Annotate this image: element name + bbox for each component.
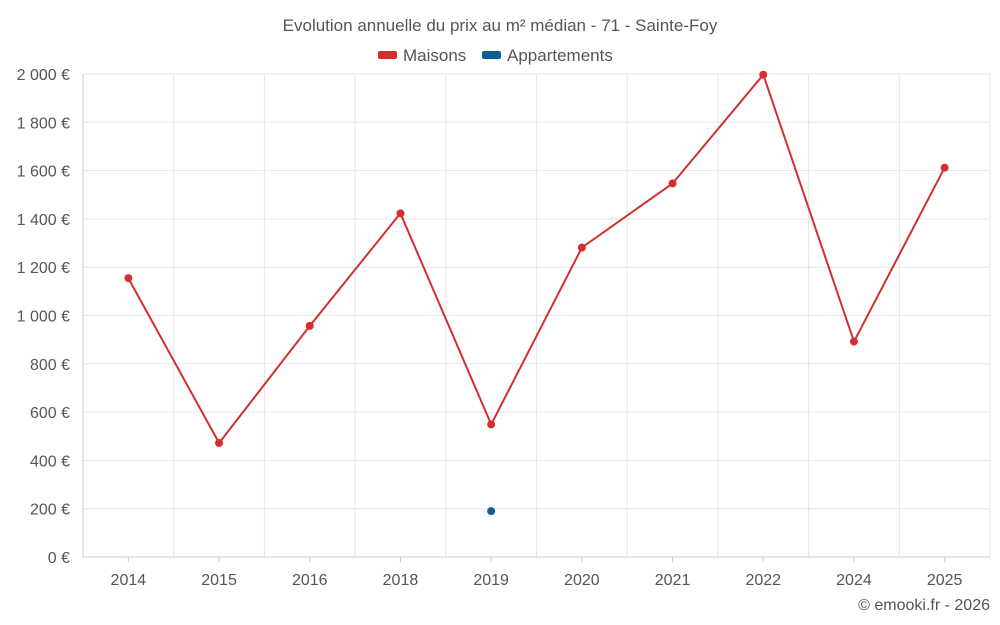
data-point-maisons[interactable] [215,439,224,448]
x-tick-label: 2016 [292,572,328,589]
data-point-maisons[interactable] [487,420,496,429]
legend-swatch-appartements [482,51,501,59]
x-tick-label: 2021 [655,572,691,589]
y-tick-label: 0 € [48,550,70,567]
data-point-maisons[interactable] [759,70,768,79]
series-layer [124,70,949,516]
x-tick-label: 2025 [927,572,963,589]
legend-swatch-maisons [378,51,397,59]
x-tick-label: 2018 [383,572,419,589]
x-tick-label: 2022 [745,572,781,589]
y-tick-label: 600 € [30,405,70,422]
data-point-maisons[interactable] [305,321,314,330]
y-tick-label: 200 € [30,502,70,519]
legend-label-appartements: Appartements [507,46,613,65]
gridlines [82,73,991,558]
chart-title: Evolution annuelle du prix au m² médian … [283,16,718,35]
data-point-maisons[interactable] [124,274,133,283]
y-tick-label: 1 800 € [17,115,70,132]
legend: Maisons Appartements [378,46,613,65]
data-point-appartements[interactable] [487,507,496,516]
y-tick-label: 1 200 € [17,260,70,277]
y-tick-label: 800 € [30,357,70,374]
series-line-maisons [127,73,946,444]
y-tick-label: 1 600 € [17,164,70,181]
y-tick-label: 1 400 € [17,212,70,229]
legend-label-maisons: Maisons [403,46,466,65]
x-tick-label: 2015 [201,572,237,589]
data-point-maisons[interactable] [396,209,405,218]
credit-text: © emooki.fr - 2026 [858,597,990,614]
legend-item-maisons[interactable]: Maisons [378,46,466,65]
legend-item-appartements[interactable]: Appartements [482,46,613,65]
y-tick-label: 2 000 € [17,67,70,84]
x-axis-ticks: 2014 2015 2016 2018 2019 2020 2021 2022 2024 2025 [111,557,963,589]
x-tick-label: 2014 [111,572,147,589]
y-axis-ticks: 0 € 200 € 400 € 600 € 800 € 1 000 € 1 200 € 1 4… [17,67,70,567]
y-tick-label: 1 000 € [17,309,70,326]
data-point-maisons[interactable] [577,243,586,252]
data-point-maisons[interactable] [940,163,949,172]
x-tick-label: 2024 [836,572,872,589]
x-tick-label: 2019 [473,572,509,589]
data-point-maisons[interactable] [668,179,677,188]
x-tick-label: 2020 [564,572,600,589]
y-tick-label: 400 € [30,453,70,470]
data-point-maisons[interactable] [849,337,858,346]
